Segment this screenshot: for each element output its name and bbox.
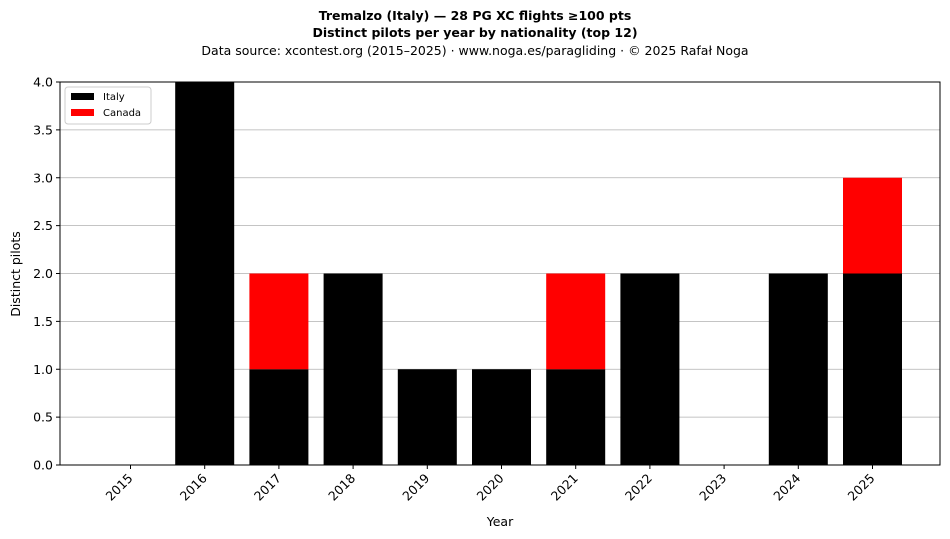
legend-swatch-canada [71, 109, 94, 116]
x-tick-label: 2023 [696, 471, 729, 504]
x-tick-label: 2017 [251, 471, 284, 504]
bar-canada-2025 [843, 177, 902, 274]
legend: Italy Canada [64, 86, 152, 125]
bar-italy-2020 [472, 369, 531, 465]
bar-italy-2019 [397, 369, 457, 465]
y-axis: 0.0 0.5 1.0 1.5 2.0 2.5 3.0 3.5 4.0 [33, 75, 60, 473]
y-tick-label: 1.5 [33, 314, 53, 329]
bars [175, 82, 902, 465]
x-tick-label: 2019 [399, 470, 432, 503]
x-tick-label: 2025 [845, 471, 878, 504]
y-tick-label: 0.5 [33, 410, 53, 425]
bar-italy-2022 [620, 273, 680, 465]
x-tick-label: 2021 [548, 471, 581, 504]
chart-subtitle: Distinct pilots per year by nationality … [312, 25, 638, 40]
x-tick-label: 2018 [325, 470, 358, 503]
bar-italy-2017 [249, 369, 309, 465]
bar-italy-2025 [843, 273, 902, 465]
y-tick-label: 2.0 [33, 266, 53, 281]
y-tick-label: 3.5 [33, 122, 53, 137]
x-tick-label: 2016 [177, 470, 210, 503]
bar-italy-2018 [323, 273, 383, 465]
y-tick-label: 0.0 [33, 458, 53, 473]
bar-italy-2021 [546, 369, 606, 465]
y-tick-label: 3.0 [33, 170, 53, 185]
chart-title: Tremalzo (Italy) — 28 PG XC flights ≥100… [318, 8, 632, 23]
x-axis: 2015 2016 2017 2018 2019 2020 2021 2022 2023 2024… [103, 465, 878, 504]
x-axis-label: Year [486, 514, 514, 529]
y-axis-label: Distinct pilots [8, 231, 23, 317]
bar-canada-2017 [249, 273, 309, 370]
legend-swatch-italy [71, 93, 94, 100]
chart-source-line: Data source: xcontest.org (2015–2025) · … [201, 43, 749, 58]
legend-label-italy: Italy [103, 92, 125, 103]
x-tick-label: 2024 [770, 470, 803, 503]
legend-label-canada: Canada [103, 108, 141, 119]
bar-canada-2021 [546, 273, 606, 370]
x-tick-label: 2020 [474, 470, 507, 503]
bar-italy-2016 [175, 82, 235, 465]
bar-italy-2024 [768, 273, 828, 465]
y-tick-label: 4.0 [33, 75, 53, 90]
x-tick-label: 2022 [622, 471, 655, 504]
x-tick-label: 2015 [103, 471, 136, 504]
y-tick-label: 1.0 [33, 362, 53, 377]
y-tick-label: 2.5 [33, 218, 53, 233]
